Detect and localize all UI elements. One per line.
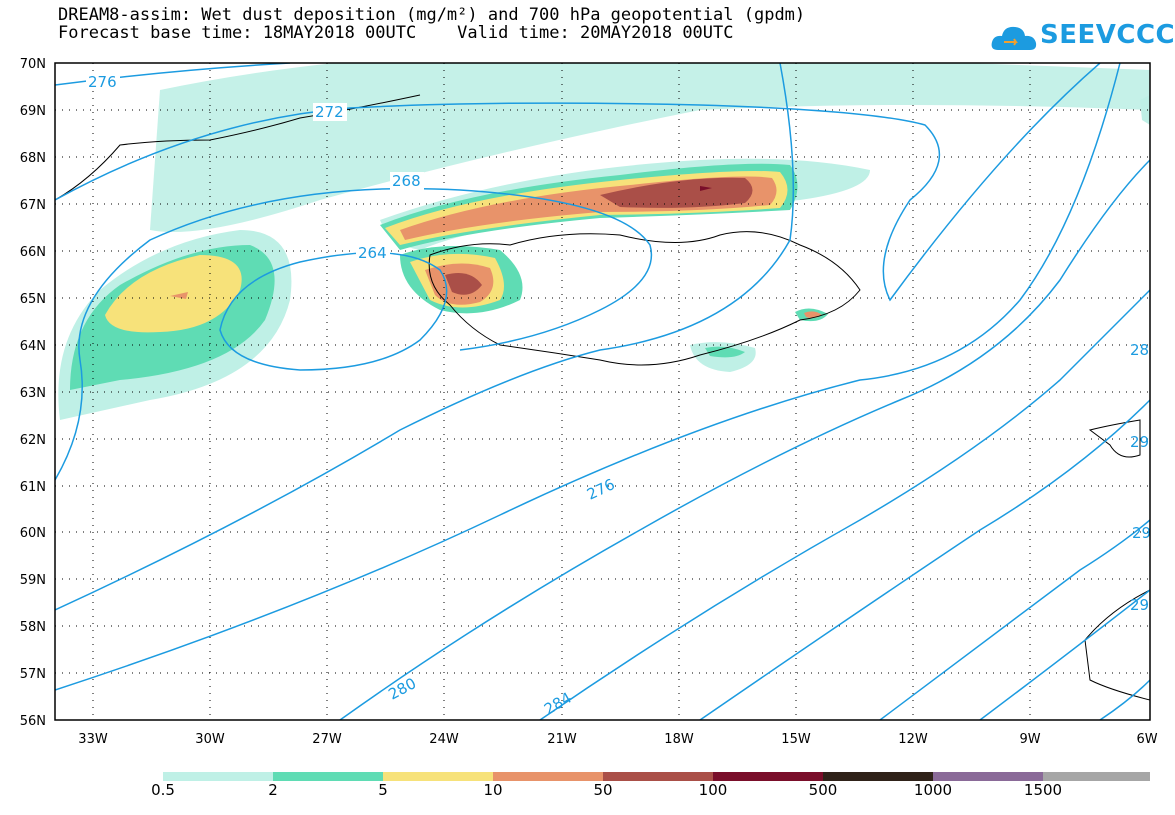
legend-label: 2 [268, 781, 278, 799]
lon-tick: 24W [429, 732, 459, 747]
contour-label: 28 [1130, 341, 1149, 359]
contour-label: 284 [541, 689, 575, 719]
legend-swatch [933, 772, 1043, 781]
legend-label: 500 [808, 781, 838, 799]
contour-label: 276 [88, 73, 117, 91]
lat-tick: 67N [20, 198, 46, 213]
lat-tick: 69N [20, 104, 46, 119]
lat-tick: 58N [20, 620, 46, 635]
legend-label: 1000 [913, 781, 953, 799]
lat-tick: 64N [20, 339, 46, 354]
lat-tick: 56N [20, 714, 46, 729]
legend-label: 0.5 [151, 781, 175, 799]
chart-title-line2: Forecast base time: 18MAY2018 00UTC Vali… [58, 23, 734, 43]
lat-tick: 62N [20, 433, 46, 448]
legend-label: 100 [698, 781, 728, 799]
contour-label: 280 [385, 674, 419, 703]
lon-tick: 30W [195, 732, 225, 747]
lon-tick: 12W [898, 732, 928, 747]
legend-colorbar [163, 772, 1150, 781]
lat-tick: 63N [20, 386, 46, 401]
lon-tick: 9W [1019, 732, 1040, 747]
lat-tick: 65N [20, 292, 46, 307]
lat-tick: 59N [20, 573, 46, 588]
lon-tick: 21W [547, 732, 577, 747]
plot-frame [54, 62, 1151, 721]
legend-label: 10 [483, 781, 503, 799]
legend-swatch [713, 772, 823, 781]
legend-swatch [603, 772, 713, 781]
legend-label: 50 [593, 781, 613, 799]
cloud-icon [991, 26, 1037, 50]
lon-tick: 6W [1136, 732, 1157, 747]
dust-shading [58, 63, 1150, 420]
contour-label: 272 [315, 103, 344, 121]
seevccc-logo [990, 20, 1150, 56]
legend-swatch [823, 772, 933, 781]
legend-swatch [1043, 772, 1150, 781]
contour-label: 264 [358, 244, 387, 262]
contour-label: 276 [584, 475, 618, 503]
contour-label: 29 [1130, 596, 1149, 614]
lon-tick: 15W [781, 732, 811, 747]
lon-tick: 27W [312, 732, 342, 747]
lat-tick: 66N [20, 245, 46, 260]
lon-tick: 33W [78, 732, 108, 747]
lat-tick: 61N [20, 480, 46, 495]
chart-title-line1: DREAM8-assim: Wet dust deposition (mg/m²… [58, 5, 806, 25]
contour-label: 29 [1130, 433, 1149, 451]
legend-swatch [493, 772, 603, 781]
lat-tick: 57N [20, 667, 46, 682]
lat-tick: 70N [20, 57, 46, 72]
legend-swatch [163, 772, 273, 781]
lat-tick: 68N [20, 151, 46, 166]
lon-tick-labels: 33W 30W 27W 24W 21W 18W 15W 12W 9W 6W [78, 732, 1157, 747]
lat-tick: 60N [20, 526, 46, 541]
logo-text: SEEVCCC [1040, 20, 1175, 50]
legend-label: 5 [378, 781, 388, 799]
legend-swatch [383, 772, 493, 781]
legend-label: 1500 [1023, 781, 1063, 799]
legend-swatch [273, 772, 383, 781]
lat-tick-labels: 70N 69N 68N 67N 66N 65N 64N 63N 62N 61N … [20, 57, 46, 729]
contour-label: 29 [1132, 524, 1151, 542]
lon-tick: 18W [664, 732, 694, 747]
contour-label: 268 [392, 172, 421, 190]
